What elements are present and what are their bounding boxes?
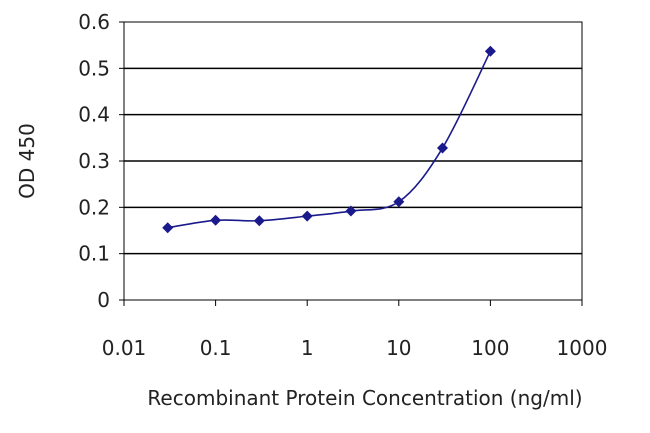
x-tick-label: 1000 [557, 336, 608, 360]
data-point-marker [345, 205, 357, 217]
x-tick-labels: 0.01 0.1 1 10 100 1000 [102, 336, 608, 360]
y-tick-label: 0.3 [78, 149, 110, 173]
x-tick-label: 0.01 [102, 336, 147, 360]
y-tick-label: 0 [97, 288, 110, 312]
axis-ticks [119, 21, 583, 306]
y-tick-labels: 0 0.1 0.2 0.3 0.4 0.5 0.6 [78, 10, 110, 312]
y-tick-label: 0.6 [78, 10, 110, 34]
x-tick-label: 10 [386, 336, 411, 360]
data-point-marker [393, 196, 405, 208]
x-tick-label: 100 [471, 336, 509, 360]
y-tick-label: 0.4 [78, 103, 110, 127]
x-tick-label: 0.1 [200, 336, 232, 360]
data-point-marker [210, 214, 222, 226]
series-group [162, 45, 496, 234]
y-tick-label: 0.2 [78, 195, 110, 219]
y-tick-label: 0.1 [78, 242, 110, 266]
data-point-marker [484, 45, 496, 57]
data-point-marker [437, 142, 449, 154]
data-point-marker [253, 215, 265, 227]
y-tick-label: 0.5 [78, 56, 110, 80]
data-point-marker [301, 210, 313, 222]
x-tick-label: 1 [301, 336, 314, 360]
x-axis-title: Recombinant Protein Concentration (ng/ml… [147, 386, 582, 410]
data-point-marker [162, 222, 174, 234]
grid [124, 67, 582, 255]
y-axis-title: OD 450 [15, 123, 39, 199]
